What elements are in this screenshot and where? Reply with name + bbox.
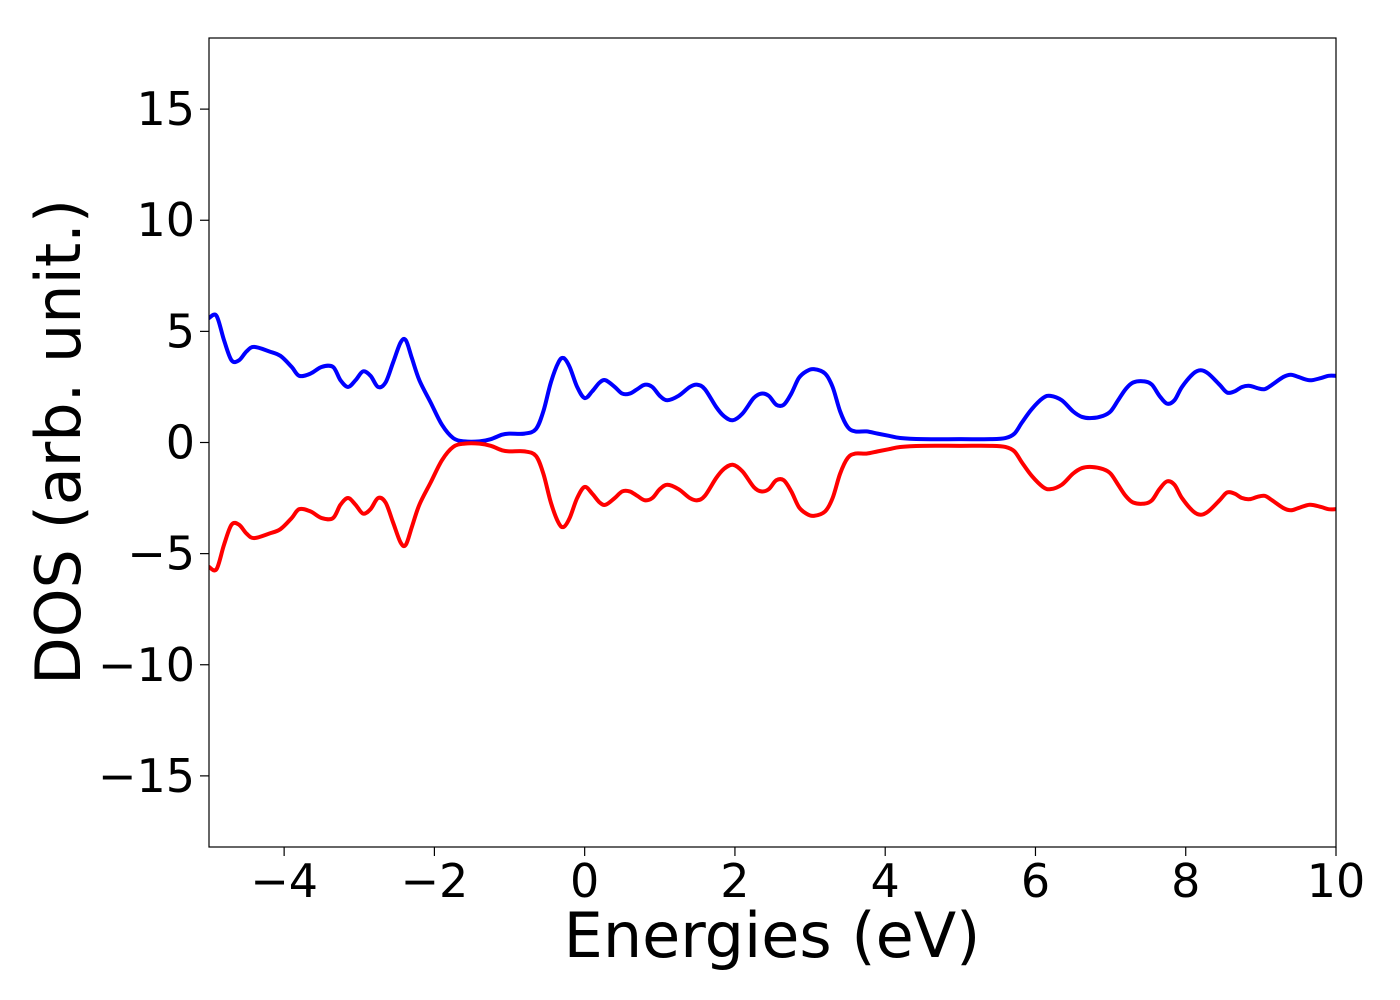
x-tick-label: 2 bbox=[720, 854, 749, 908]
y-tick-label: 5 bbox=[166, 304, 195, 358]
dos-series-line-down bbox=[209, 441, 1336, 573]
y-axis-title: DOS (arb. unit.) bbox=[22, 199, 95, 685]
x-axis-title: Energies (eV) bbox=[564, 899, 981, 972]
x-tick-label: −2 bbox=[400, 854, 468, 908]
y-tick-label: −15 bbox=[98, 749, 195, 803]
y-tick-label: −5 bbox=[127, 527, 195, 581]
x-tick-label: 10 bbox=[1307, 854, 1366, 908]
x-tick-label: 4 bbox=[871, 854, 900, 908]
y-tick-label: 10 bbox=[136, 193, 195, 247]
x-axis: −4 −2 0 2 4 6 8 10 bbox=[250, 847, 1365, 908]
x-tick-label: 0 bbox=[570, 854, 599, 908]
y-tick-label: 0 bbox=[166, 416, 195, 470]
y-tick-label: 15 bbox=[136, 82, 195, 136]
x-tick-label: 8 bbox=[1171, 854, 1200, 908]
plot-area bbox=[209, 38, 1336, 847]
dos-series-line-up bbox=[209, 312, 1336, 444]
y-tick-label: −10 bbox=[98, 638, 195, 692]
x-tick-label: −4 bbox=[250, 854, 318, 908]
y-axis: 15 10 5 0 −5 −10 −15 bbox=[98, 82, 209, 803]
series-layer bbox=[209, 312, 1336, 573]
x-tick-label: 6 bbox=[1021, 854, 1050, 908]
